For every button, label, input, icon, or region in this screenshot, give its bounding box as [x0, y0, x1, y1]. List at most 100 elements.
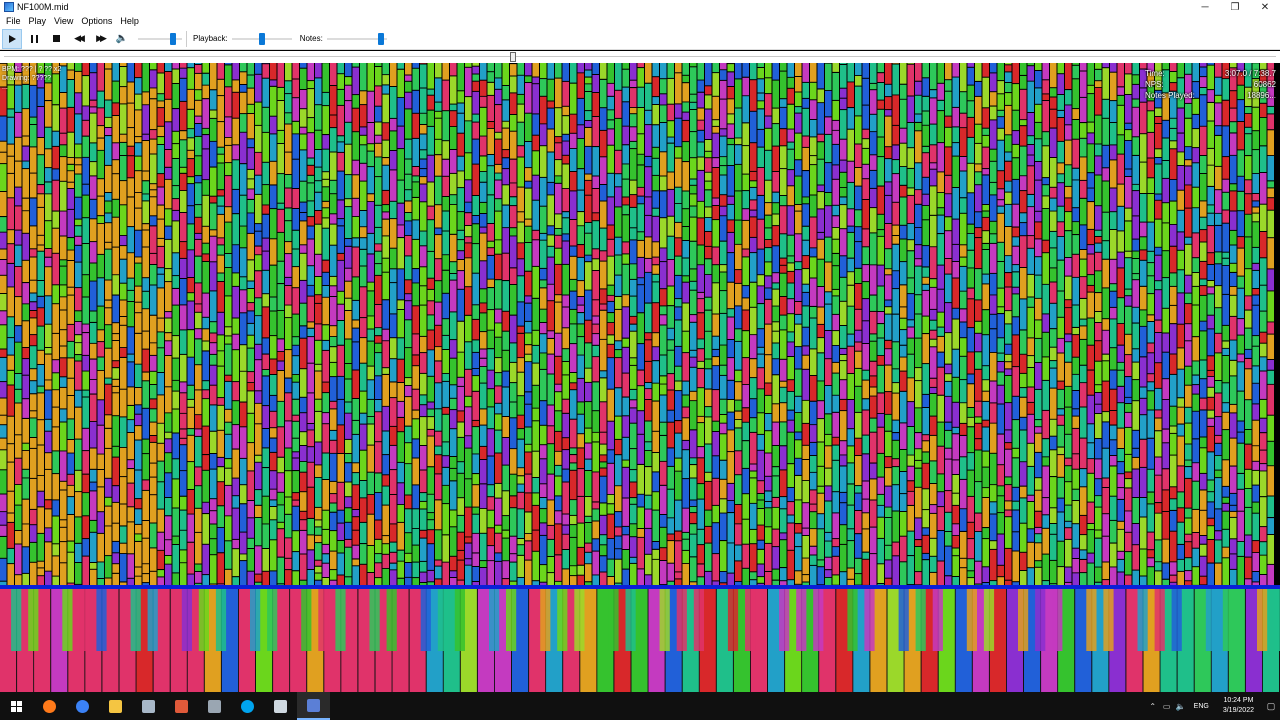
menu-options[interactable]: Options [81, 16, 113, 26]
note-block [1237, 362, 1244, 391]
play-button[interactable] [2, 28, 22, 49]
notes-slider-thumb[interactable] [377, 32, 384, 45]
note-block [802, 445, 809, 459]
note-block [330, 286, 337, 296]
restore-button[interactable]: ❐ [1230, 1, 1240, 13]
note-block [817, 134, 824, 142]
note-block [1087, 292, 1094, 318]
note-block [975, 561, 982, 584]
notes-slider[interactable] [326, 32, 387, 46]
note-block [577, 169, 584, 190]
note-block [862, 129, 869, 139]
note-block [832, 144, 839, 165]
note-block [757, 329, 764, 347]
note-block [360, 318, 367, 338]
note-block [675, 541, 682, 572]
minimize-button[interactable]: ─ [1201, 1, 1209, 13]
seek-bar[interactable] [0, 51, 1280, 63]
note-block [157, 288, 164, 318]
note-block [1140, 134, 1147, 162]
volume-slider-thumb[interactable] [170, 32, 176, 45]
volume-slider[interactable] [138, 32, 182, 46]
note-block [795, 107, 802, 113]
note-block [82, 195, 89, 218]
note-block [810, 165, 817, 195]
note-block [1012, 294, 1019, 317]
note-block [210, 230, 217, 236]
note-block [1087, 229, 1094, 245]
volume-button[interactable]: 🔈 [112, 29, 132, 49]
note-block [300, 492, 307, 511]
note-block [690, 67, 697, 94]
fast-forward-button[interactable]: ▶▶ [90, 29, 110, 49]
note-block [1267, 322, 1274, 334]
note-block [112, 174, 119, 199]
note-block [937, 208, 944, 215]
pause-button[interactable] [24, 29, 44, 49]
note-block [1065, 466, 1072, 482]
rewind-button[interactable]: ◀◀ [68, 29, 88, 49]
note-block [502, 371, 509, 387]
note-block [667, 306, 674, 328]
note-block [457, 271, 464, 289]
note-block [570, 149, 577, 171]
note-block [225, 336, 232, 344]
note-block [637, 285, 644, 313]
note-block [1155, 247, 1162, 255]
note-block [885, 560, 892, 578]
note-block [750, 359, 757, 378]
note-block [37, 491, 44, 507]
note-block [1005, 477, 1012, 485]
menu-file[interactable]: File [6, 16, 21, 26]
note-block [945, 512, 952, 531]
note-block [1087, 563, 1094, 588]
playback-slider-thumb[interactable] [258, 32, 265, 45]
note-block [757, 413, 764, 434]
note-block [667, 286, 674, 306]
note-block [802, 536, 809, 558]
note-block [1267, 106, 1274, 114]
note-block [1155, 108, 1162, 116]
note-block [232, 118, 239, 145]
note-block [997, 577, 1004, 588]
note-block [945, 217, 952, 231]
note-block [97, 196, 104, 216]
note-block [1132, 498, 1139, 523]
note-block [547, 129, 554, 152]
note-block [240, 427, 247, 458]
note-block [375, 177, 382, 205]
seek-bar-thumb[interactable] [510, 52, 516, 62]
note-block [1170, 149, 1177, 179]
note-block [165, 122, 172, 149]
note-block [255, 175, 262, 194]
note-block [907, 354, 914, 378]
note-block [1155, 333, 1162, 363]
note-block [892, 342, 899, 369]
menu-play[interactable]: Play [28, 16, 47, 26]
note-block [1057, 338, 1064, 353]
note-block [772, 331, 779, 343]
menu-help[interactable]: Help [120, 16, 139, 26]
note-block [345, 402, 352, 413]
note-block [1027, 387, 1034, 402]
note-block [322, 340, 329, 350]
note-block [67, 485, 74, 497]
note-block [382, 329, 389, 341]
note-block [1005, 369, 1012, 375]
close-button[interactable]: ✕ [1260, 1, 1270, 13]
note-block [660, 395, 667, 422]
note-block [750, 111, 757, 143]
menu-view[interactable]: View [54, 16, 74, 26]
note-block [427, 315, 434, 330]
note-block [240, 92, 247, 114]
note-block [1027, 356, 1034, 367]
note-block [727, 380, 734, 399]
note-block [382, 272, 389, 300]
note-block [802, 82, 809, 98]
note-block [1207, 492, 1214, 502]
note-block [982, 169, 989, 175]
note-block [937, 531, 944, 561]
stop-button[interactable] [46, 29, 66, 49]
playback-speed-slider[interactable] [231, 32, 292, 46]
note-block [1200, 201, 1207, 217]
